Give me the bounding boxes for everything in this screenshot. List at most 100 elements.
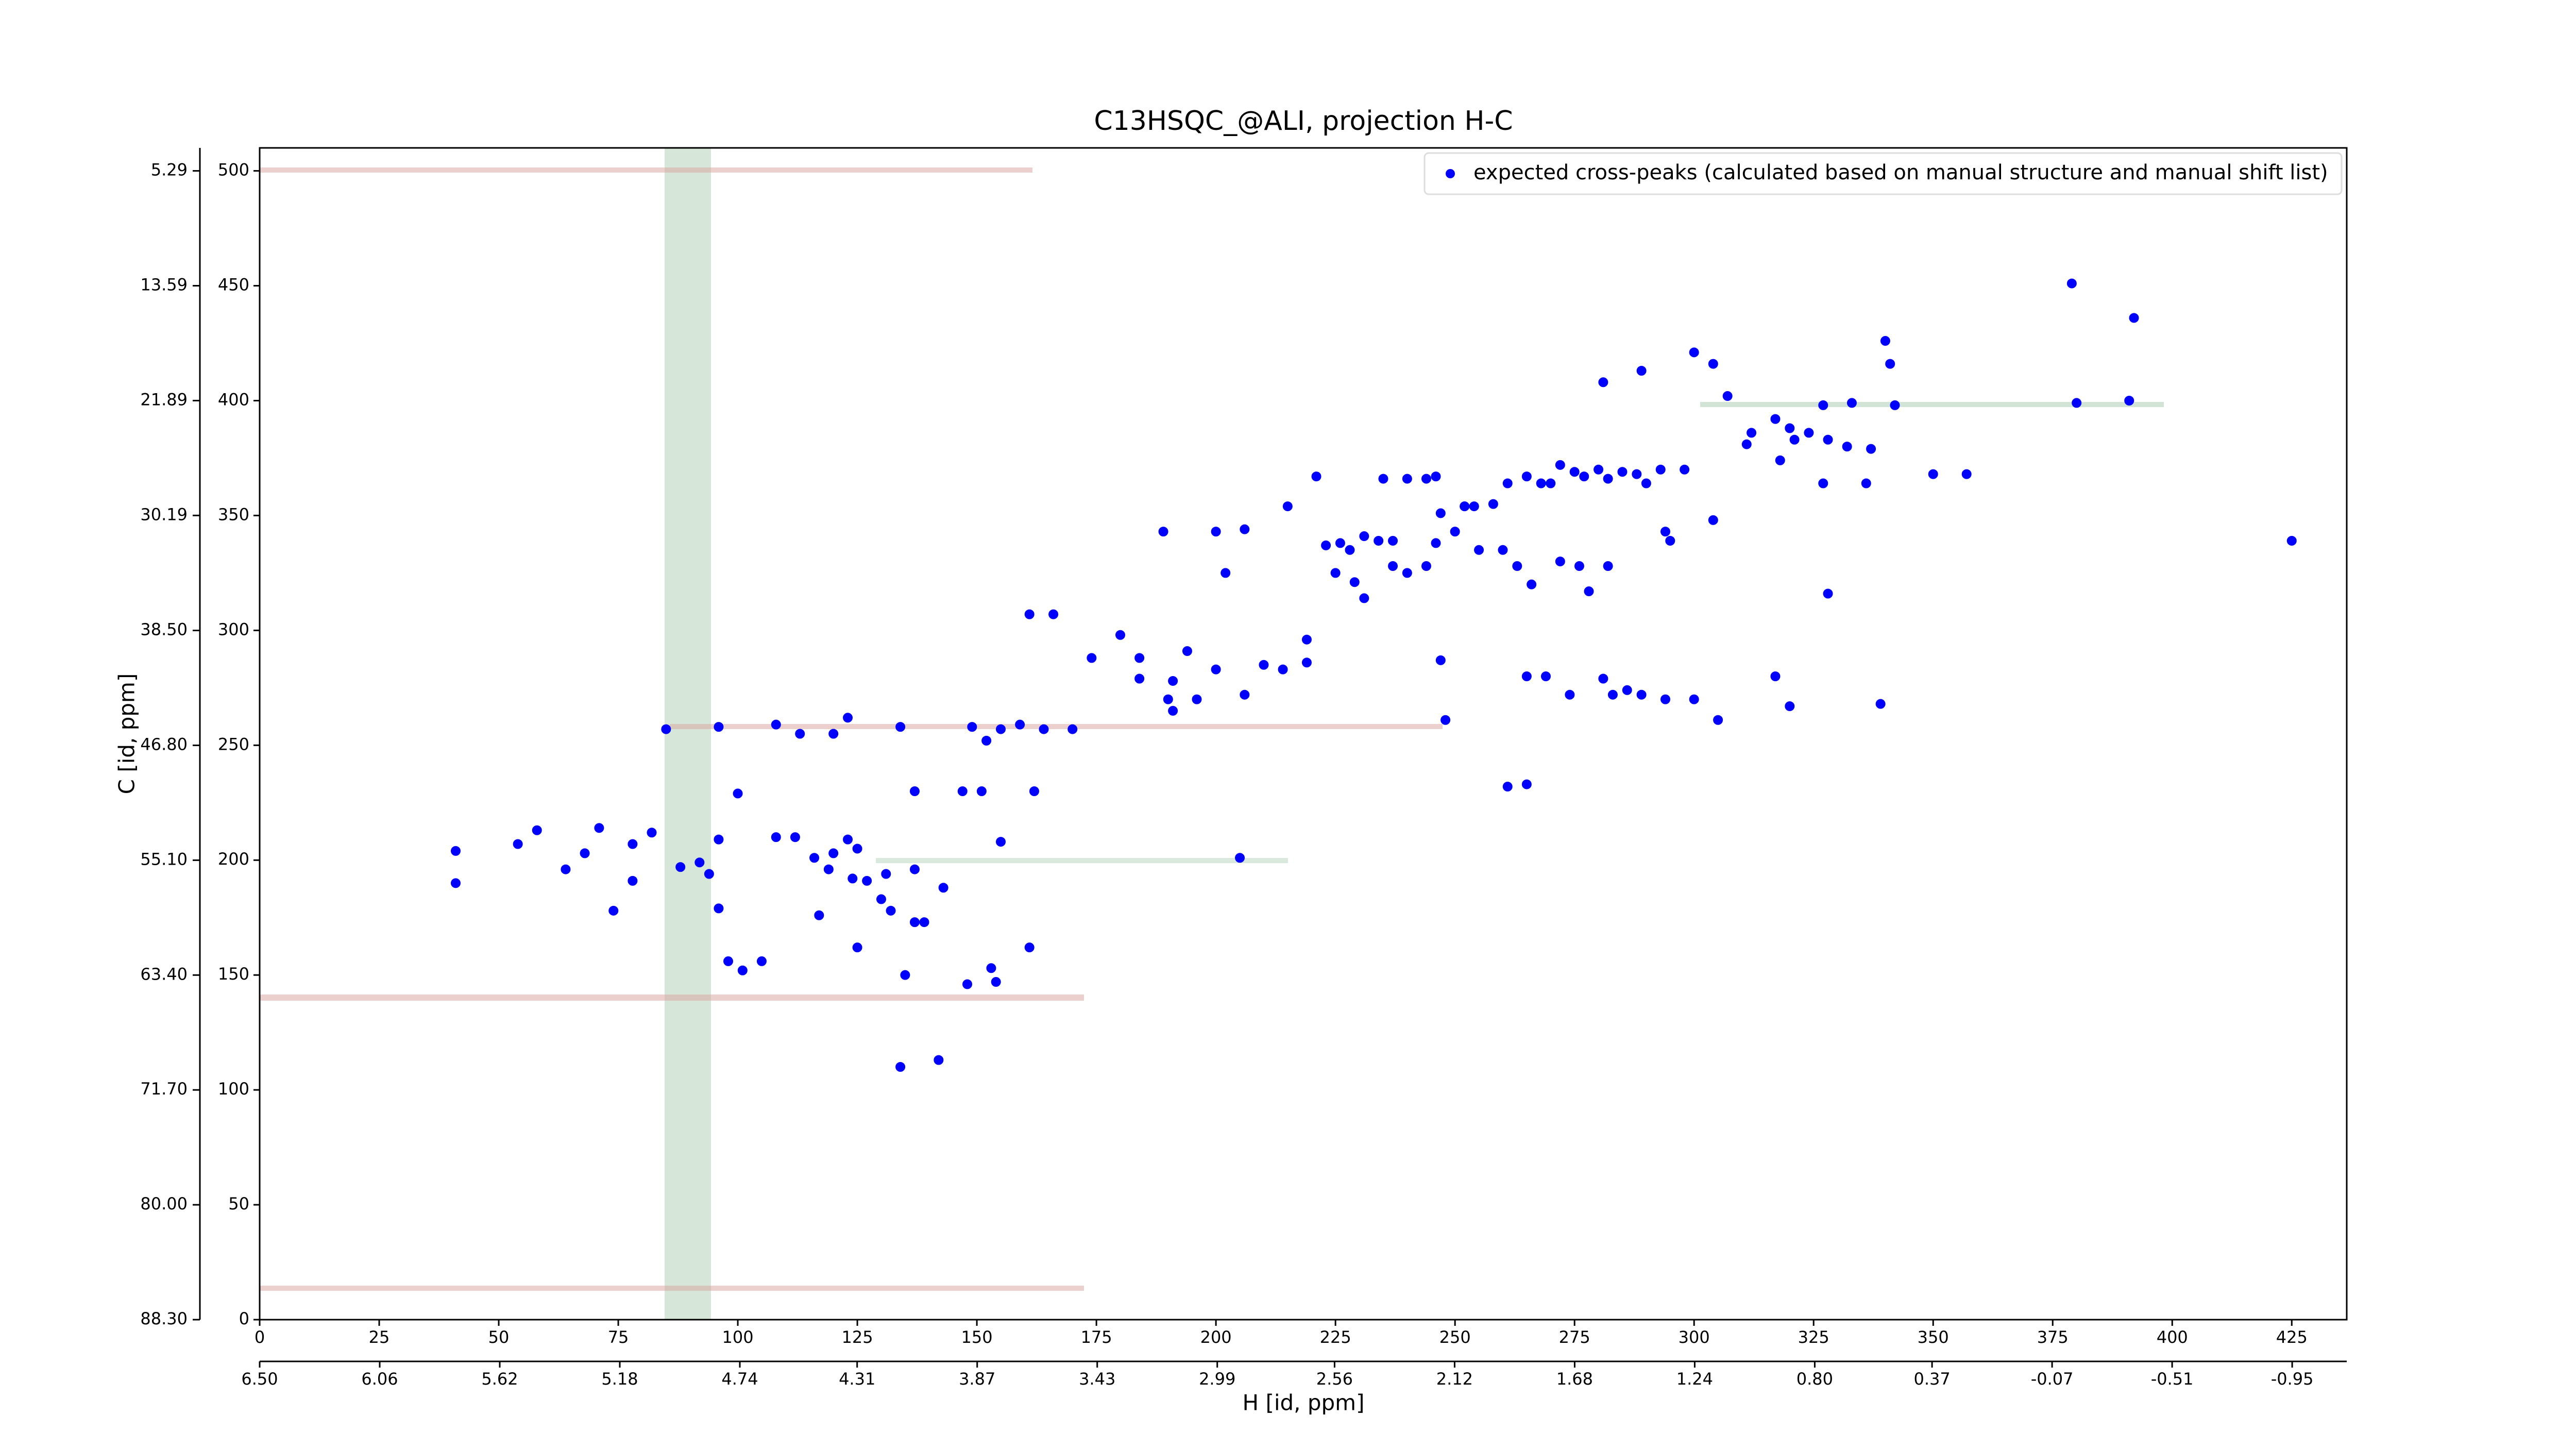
cross-peak	[1818, 478, 1828, 488]
cross-peak	[1039, 724, 1049, 734]
cross-peak	[2286, 535, 2297, 546]
cross-peak	[1785, 701, 1795, 711]
cross-peak	[1502, 782, 1513, 792]
x-tick-label: 175	[1081, 1327, 1112, 1347]
cross-peak	[532, 825, 542, 835]
cross-peak	[594, 823, 604, 833]
cross-peak	[957, 786, 968, 796]
cross-peak	[1636, 689, 1647, 700]
cross-peak	[1240, 524, 1250, 534]
cross-peak	[714, 834, 724, 845]
cross-peak	[561, 864, 571, 874]
cross-peak	[1660, 694, 1671, 704]
cross-peak	[1301, 658, 1312, 668]
cross-peak	[628, 875, 638, 886]
cross-peak	[823, 864, 834, 874]
cross-peak	[967, 722, 977, 732]
y-tick-label: 0	[239, 1309, 249, 1328]
cross-peak	[1708, 515, 1718, 525]
cross-peak	[809, 853, 820, 863]
cross-peak	[852, 942, 862, 953]
cross-peak	[1680, 464, 1690, 475]
cross-peak	[1115, 630, 1126, 640]
cross-peak	[1211, 664, 1221, 675]
cross-peak	[1804, 428, 1814, 438]
contour-streak	[260, 167, 1032, 173]
cross-peak	[886, 905, 896, 916]
contour-streak	[1700, 402, 2164, 407]
x2-tick-label: 2.12	[1436, 1369, 1473, 1389]
cross-peak	[694, 857, 705, 868]
cross-peak	[1866, 444, 1876, 454]
cross-peak	[1641, 478, 1651, 488]
x-tick-label: 200	[1200, 1327, 1232, 1347]
cross-peak	[843, 713, 853, 723]
x-axis-label: H [id, ppm]	[1243, 1390, 1365, 1416]
cross-peak	[714, 903, 724, 914]
cross-peak	[1770, 414, 1781, 424]
cross-peak	[1598, 673, 1608, 684]
y-tick-label: 500	[218, 160, 249, 180]
cross-peak	[714, 722, 724, 732]
cross-peak	[1861, 478, 1871, 488]
cross-peak	[1880, 336, 1890, 346]
x-tick-label: 125	[842, 1327, 873, 1347]
cross-peak	[843, 834, 853, 845]
y-tick-label: 100	[218, 1079, 249, 1099]
cross-peak	[661, 724, 671, 734]
x-tick-label: 400	[2157, 1327, 2188, 1347]
y2-tick-label: 21.89	[140, 390, 188, 409]
x-tick-label: 100	[722, 1327, 754, 1347]
cross-peak	[976, 786, 987, 796]
cross-peak	[1345, 545, 1355, 555]
cross-peak	[1521, 779, 1532, 789]
cross-peak	[1689, 694, 1699, 704]
cross-peak	[733, 788, 743, 799]
x2-tick-label: 0.37	[1913, 1369, 1950, 1389]
x-tick-label: 0	[255, 1327, 265, 1347]
x-tick-label: 425	[2276, 1327, 2308, 1347]
cross-peak	[790, 832, 800, 843]
legend-label: expected cross-peaks (calculated based o…	[1473, 161, 2328, 184]
y-tick-label: 350	[218, 504, 249, 524]
contour-streak	[670, 724, 1443, 729]
cross-peak	[1512, 561, 1522, 571]
cross-peak	[1421, 561, 1431, 571]
x2-tick-label: 3.87	[959, 1369, 995, 1389]
cross-peak	[1024, 942, 1035, 953]
cross-peak	[1301, 634, 1312, 645]
y2-tick-label: 88.30	[140, 1309, 188, 1328]
cross-peak	[852, 844, 862, 854]
cross-peak	[580, 848, 590, 858]
x2-tick-label: 6.06	[361, 1369, 398, 1389]
cross-peak	[881, 869, 891, 879]
cross-peak	[771, 832, 781, 843]
cross-peak	[608, 905, 619, 916]
cross-peak	[1708, 359, 1718, 369]
x2-tick-label: 4.31	[839, 1369, 875, 1389]
cross-peak	[981, 735, 992, 746]
cross-peak	[828, 729, 839, 739]
cross-peak	[1770, 671, 1781, 682]
cross-peak	[1349, 577, 1360, 587]
cross-peak	[647, 828, 657, 838]
x-tick-label: 325	[1798, 1327, 1829, 1347]
cross-peak	[2066, 278, 2077, 289]
cross-peak	[1435, 655, 1446, 665]
cross-peak	[1259, 660, 1269, 670]
y2-tick-label: 55.10	[140, 849, 188, 869]
cross-peak	[1168, 676, 1178, 686]
cross-peak	[1374, 535, 1384, 546]
cross-peak	[1521, 671, 1532, 682]
y2-tick-label: 71.70	[140, 1079, 188, 1099]
cross-peak	[1617, 467, 1628, 477]
x2-tick-label: 5.62	[481, 1369, 518, 1389]
contour-streak	[876, 858, 1288, 863]
cross-peak	[1134, 653, 1145, 663]
cross-peak	[1067, 724, 1078, 734]
cross-peak	[1842, 442, 1852, 452]
x2-tick-label: 3.43	[1079, 1369, 1115, 1389]
x-tick-label: 300	[1679, 1327, 1710, 1347]
cross-peak	[1622, 685, 1632, 695]
